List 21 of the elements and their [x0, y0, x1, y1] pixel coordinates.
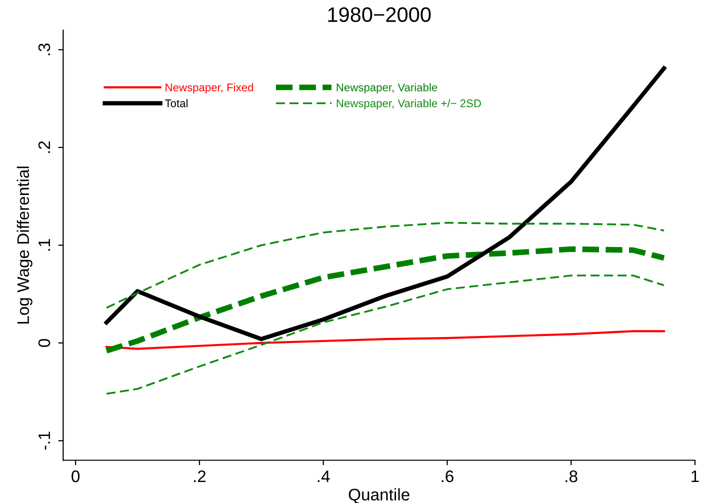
x-tick-label: .2: [194, 470, 206, 482]
chart-title: 1980−2000: [328, 7, 431, 22]
x-tick-label: 1: [692, 470, 699, 482]
y-tick-label: .3: [38, 44, 50, 56]
line-series: [105, 330, 666, 350]
line-series: [106, 274, 665, 395]
y-axis-title: Log Wage Differential: [16, 166, 32, 324]
text: Newspaper, Variable: [336, 83, 438, 94]
x-tick-label: .8: [566, 470, 578, 482]
text: Newspaper, Fixed: [166, 83, 253, 94]
y-tick-label: 0: [38, 338, 50, 347]
line-series: [106, 222, 665, 309]
x-tick-label: .4: [318, 470, 330, 482]
x-tick-label: .6: [442, 470, 454, 482]
line-series: [104, 66, 666, 342]
x-tick-label: 0: [72, 470, 80, 482]
y-tick-label: .1: [38, 239, 50, 251]
text: Newspaper, Variable +/− 2SD: [336, 99, 481, 110]
y-tick-label: .2: [38, 141, 50, 153]
y-tick-label: -.1: [38, 432, 50, 450]
text: Total: [165, 99, 188, 108]
